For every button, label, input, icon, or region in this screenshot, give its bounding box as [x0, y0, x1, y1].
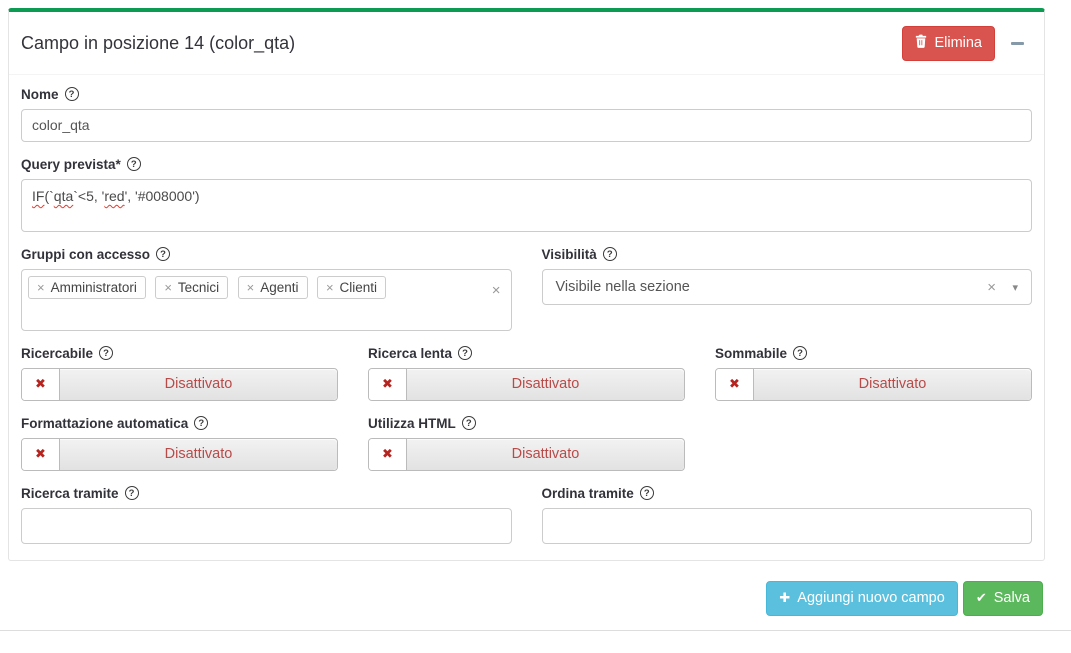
field-panel: Campo in posizione 14 (color_qta) Elimin… [8, 8, 1045, 561]
save-button-label: Salva [993, 589, 1030, 606]
ricerca-tramite-group: Ricerca tramite [21, 486, 512, 544]
toggle-state-label[interactable]: Disattivato [753, 368, 1031, 400]
clear-selection-icon[interactable]: × [987, 278, 996, 296]
group-tag: × Agenti [237, 275, 308, 299]
ricerca-tramite-input[interactable] [21, 507, 512, 544]
toggle-x-icon[interactable]: ✖ [22, 438, 59, 470]
ricerca-lenta-toggle[interactable]: ✖ Disattivato [368, 367, 685, 401]
group-tag: × Tecnici [155, 275, 229, 299]
ordina-tramite-input[interactable] [541, 507, 1032, 544]
toggle-row-1: Ricercabile ✖ Disattivato Ricerca lenta … [21, 346, 1032, 401]
visibilita-select[interactable]: Visibile nella sezione × ▾ [541, 268, 1032, 305]
save-button[interactable]: ✔ Salva [962, 580, 1043, 616]
group-tag: × Clienti [316, 275, 387, 299]
query-textarea[interactable]: IF(`qta`<5, 'red', '#008000') [21, 178, 1032, 232]
panel-header: Campo in posizione 14 (color_qta) Elimin… [9, 12, 1044, 75]
help-icon[interactable] [793, 346, 808, 361]
footer-actions: ✚ Aggiungi nuovo campo ✔ Salva [8, 580, 1043, 616]
help-icon[interactable] [461, 416, 476, 431]
toggle-x-icon[interactable]: ✖ [716, 368, 753, 400]
help-icon[interactable] [64, 87, 79, 102]
visibilita-selected-value: Visibile nella sezione [555, 278, 690, 295]
help-icon[interactable] [639, 486, 654, 501]
formattazione-label: Formattazione automatica [21, 416, 338, 431]
delete-button-label: Elimina [934, 35, 982, 52]
gruppi-group: Gruppi con accesso × Amministratori × Tecn… [21, 247, 512, 331]
clear-selection-icon[interactable]: × [491, 281, 501, 299]
panel-body: Nome Query prevista* IF(`qta`<5, 'red', … [9, 75, 1044, 560]
toggle-state-label[interactable]: Disattivato [59, 368, 337, 400]
sommabile-label: Sommabile [715, 346, 1032, 361]
tag-remove-icon[interactable]: × [246, 279, 255, 295]
tag-remove-icon[interactable]: × [37, 279, 45, 295]
nome-input[interactable] [21, 108, 1032, 142]
check-icon: ✔ [975, 589, 987, 605]
access-visibility-row: Gruppi con accesso × Amministratori × Tecn… [21, 247, 1032, 331]
help-icon[interactable] [126, 157, 141, 172]
tag-remove-icon[interactable]: × [325, 279, 334, 295]
sommabile-group: Sommabile ✖ Disattivato [715, 346, 1032, 401]
group-tag: × Amministratori [28, 275, 146, 299]
gruppi-label: Gruppi con accesso [21, 247, 512, 262]
ricercabile-label: Ricercabile [21, 346, 338, 361]
ricerca-lenta-group: Ricerca lenta ✖ Disattivato [368, 346, 685, 401]
ordina-tramite-label: Ordina tramite [542, 486, 1033, 501]
nome-label: Nome [21, 87, 1032, 102]
formattazione-group: Formattazione automatica ✖ Disattivato [21, 416, 338, 471]
bottom-divider [0, 629, 1071, 631]
plus-icon: ✚ [779, 589, 791, 605]
nome-group: Nome [21, 87, 1032, 142]
help-icon[interactable] [602, 247, 617, 262]
help-icon[interactable] [194, 416, 209, 431]
utilizza-html-toggle[interactable]: ✖ Disattivato [368, 437, 685, 471]
panel-title: Campo in posizione 14 (color_qta) [21, 32, 296, 53]
toggle-x-icon[interactable]: ✖ [369, 368, 406, 400]
tag-label: Agenti [260, 279, 299, 295]
trash-icon [915, 34, 927, 53]
formattazione-toggle[interactable]: ✖ Disattivato [21, 437, 338, 471]
add-field-button[interactable]: ✚ Aggiungi nuovo campo [766, 580, 958, 616]
help-icon[interactable] [124, 486, 139, 501]
ricerca-lenta-label: Ricerca lenta [368, 346, 685, 361]
empty-cell [715, 416, 1032, 471]
tramite-row: Ricerca tramite Ordina tramite [21, 486, 1032, 544]
toggle-row-2: Formattazione automatica ✖ Disattivato U… [21, 416, 1032, 471]
toggle-state-label[interactable]: Disattivato [406, 438, 684, 470]
delete-field-button[interactable]: Elimina [902, 26, 995, 61]
tag-label: Amministratori [50, 279, 137, 295]
ricercabile-group: Ricercabile ✖ Disattivato [21, 346, 338, 401]
chevron-down-icon[interactable]: ▾ [1012, 281, 1018, 294]
visibilita-label: Visibilità [542, 247, 1033, 262]
toggle-x-icon[interactable]: ✖ [22, 368, 59, 400]
toggle-x-icon[interactable]: ✖ [369, 438, 406, 470]
utilizza-html-group: Utilizza HTML ✖ Disattivato [368, 416, 685, 471]
add-button-label: Aggiungi nuovo campo [797, 589, 945, 606]
ricerca-tramite-label: Ricerca tramite [21, 486, 512, 501]
tag-label: Tecnici [177, 279, 220, 295]
query-label: Query prevista* [21, 157, 1032, 172]
utilizza-html-label: Utilizza HTML [368, 416, 685, 431]
toggle-state-label[interactable]: Disattivato [406, 368, 684, 400]
visibilita-group: Visibilità Visibile nella sezione × ▾ [541, 247, 1033, 331]
gruppi-multiselect[interactable]: × Amministratori × Tecnici × Agenti × Client… [21, 268, 512, 331]
tag-label: Clienti [339, 279, 378, 295]
help-icon[interactable] [458, 346, 473, 361]
toggle-state-label[interactable]: Disattivato [59, 438, 337, 470]
ricercabile-toggle[interactable]: ✖ Disattivato [21, 367, 338, 401]
query-group: Query prevista* IF(`qta`<5, 'red', '#008… [21, 157, 1032, 232]
minus-icon[interactable] [1011, 41, 1024, 45]
ordina-tramite-group: Ordina tramite [541, 486, 1033, 544]
tag-remove-icon[interactable]: × [164, 279, 172, 295]
help-icon[interactable] [99, 346, 114, 361]
sommabile-toggle[interactable]: ✖ Disattivato [715, 367, 1032, 401]
help-icon[interactable] [156, 247, 171, 262]
